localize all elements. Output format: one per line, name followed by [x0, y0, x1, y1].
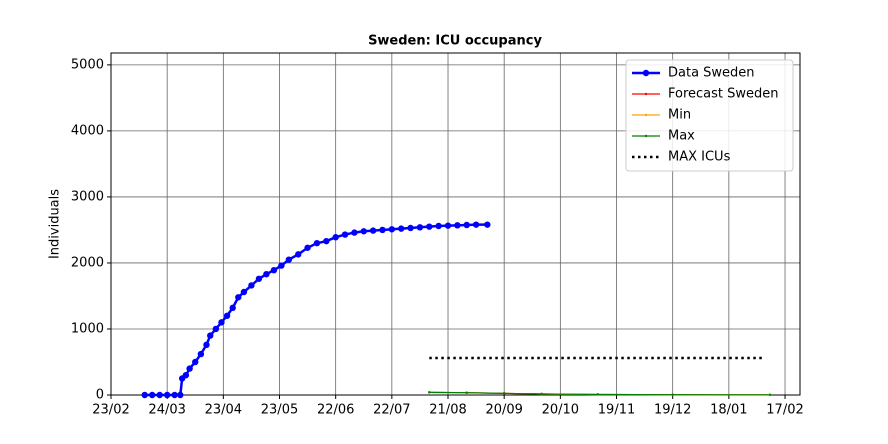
x-tick-label: 23/02	[92, 403, 129, 418]
data-point	[263, 270, 270, 278]
chart-title: Sweden: ICU occupancy	[368, 34, 542, 49]
data-point	[248, 282, 255, 289]
y-tick-label: 2000	[71, 255, 104, 270]
data-point	[313, 239, 321, 247]
data-point	[156, 391, 163, 399]
data-point	[596, 393, 599, 396]
legend-label: MAX ICUs	[668, 150, 731, 165]
series-line	[144, 223, 488, 397]
data-point	[416, 224, 424, 231]
data-point	[454, 222, 461, 229]
data-point	[323, 237, 330, 245]
data-point	[351, 229, 358, 236]
data-point	[235, 294, 242, 301]
data-point	[270, 267, 278, 274]
x-tick-label: 22/06	[317, 403, 354, 418]
data-point	[295, 251, 302, 258]
y-tick-label: 0	[96, 388, 104, 403]
y-tick-label: 3000	[71, 189, 104, 204]
legend-marker	[642, 69, 650, 77]
data-point	[502, 392, 506, 395]
data-point	[148, 391, 156, 399]
data-point	[240, 288, 248, 296]
data-point	[369, 227, 377, 234]
legend-label: Data Sweden	[668, 66, 755, 81]
data-point	[186, 365, 193, 372]
y-axis-label: Individuals	[48, 189, 63, 259]
data-point	[332, 234, 339, 241]
data-point	[428, 391, 431, 394]
data-point	[304, 244, 311, 251]
legend-label: Max	[668, 129, 695, 144]
data-point	[212, 325, 220, 333]
legend-marker	[644, 113, 648, 117]
data-point	[163, 391, 171, 399]
data-point	[177, 391, 184, 399]
data-point	[484, 221, 491, 228]
legend-marker	[644, 92, 648, 96]
data-point	[255, 275, 263, 282]
x-tick-label: 24/03	[148, 403, 185, 418]
x-tick-label: 19/12	[654, 403, 691, 418]
data-point	[388, 226, 396, 233]
y-tick-label: 5000	[71, 57, 104, 72]
plot-frame	[110, 52, 801, 396]
data-point	[360, 228, 367, 235]
x-tick-label: 20/09	[485, 403, 522, 418]
legend-label: Min	[668, 108, 691, 123]
data-point	[426, 223, 433, 230]
x-tick-label: 21/08	[429, 403, 466, 418]
data-point	[435, 222, 442, 230]
data-point	[540, 392, 543, 396]
legend-marker	[644, 134, 648, 138]
data-point	[671, 393, 674, 396]
data-point	[398, 225, 405, 232]
data-point	[379, 226, 386, 234]
x-tick-label: 17/02	[766, 403, 803, 418]
data-point	[207, 332, 214, 339]
series-line	[429, 391, 771, 396]
data-point	[141, 391, 148, 399]
x-tick-label: 19/11	[598, 403, 635, 418]
data-point	[223, 312, 231, 319]
data-point	[192, 358, 199, 366]
data-point	[171, 391, 178, 399]
data-point	[768, 393, 772, 397]
data-point	[285, 256, 293, 263]
data-point	[341, 231, 349, 238]
data-point	[278, 262, 285, 269]
y-tick-label: 1000	[71, 321, 104, 336]
x-tick-label: 20/10	[542, 403, 579, 418]
x-tick-label: 23/05	[261, 403, 298, 418]
data-point	[197, 350, 205, 358]
legend-label: Forecast Sweden	[668, 87, 779, 102]
x-tick-label: 22/07	[373, 403, 410, 418]
x-tick-label: 23/04	[205, 403, 242, 418]
data-point	[182, 371, 190, 379]
legend-box	[625, 59, 794, 172]
data-point	[463, 221, 470, 229]
data-point	[407, 224, 414, 232]
y-tick-label: 4000	[71, 123, 104, 138]
data-point	[229, 304, 236, 312]
data-point	[203, 341, 210, 349]
x-tick-label: 18/01	[710, 403, 747, 418]
data-point	[218, 319, 225, 326]
data-point	[472, 221, 480, 228]
data-point	[465, 391, 468, 394]
data-point	[444, 222, 452, 229]
